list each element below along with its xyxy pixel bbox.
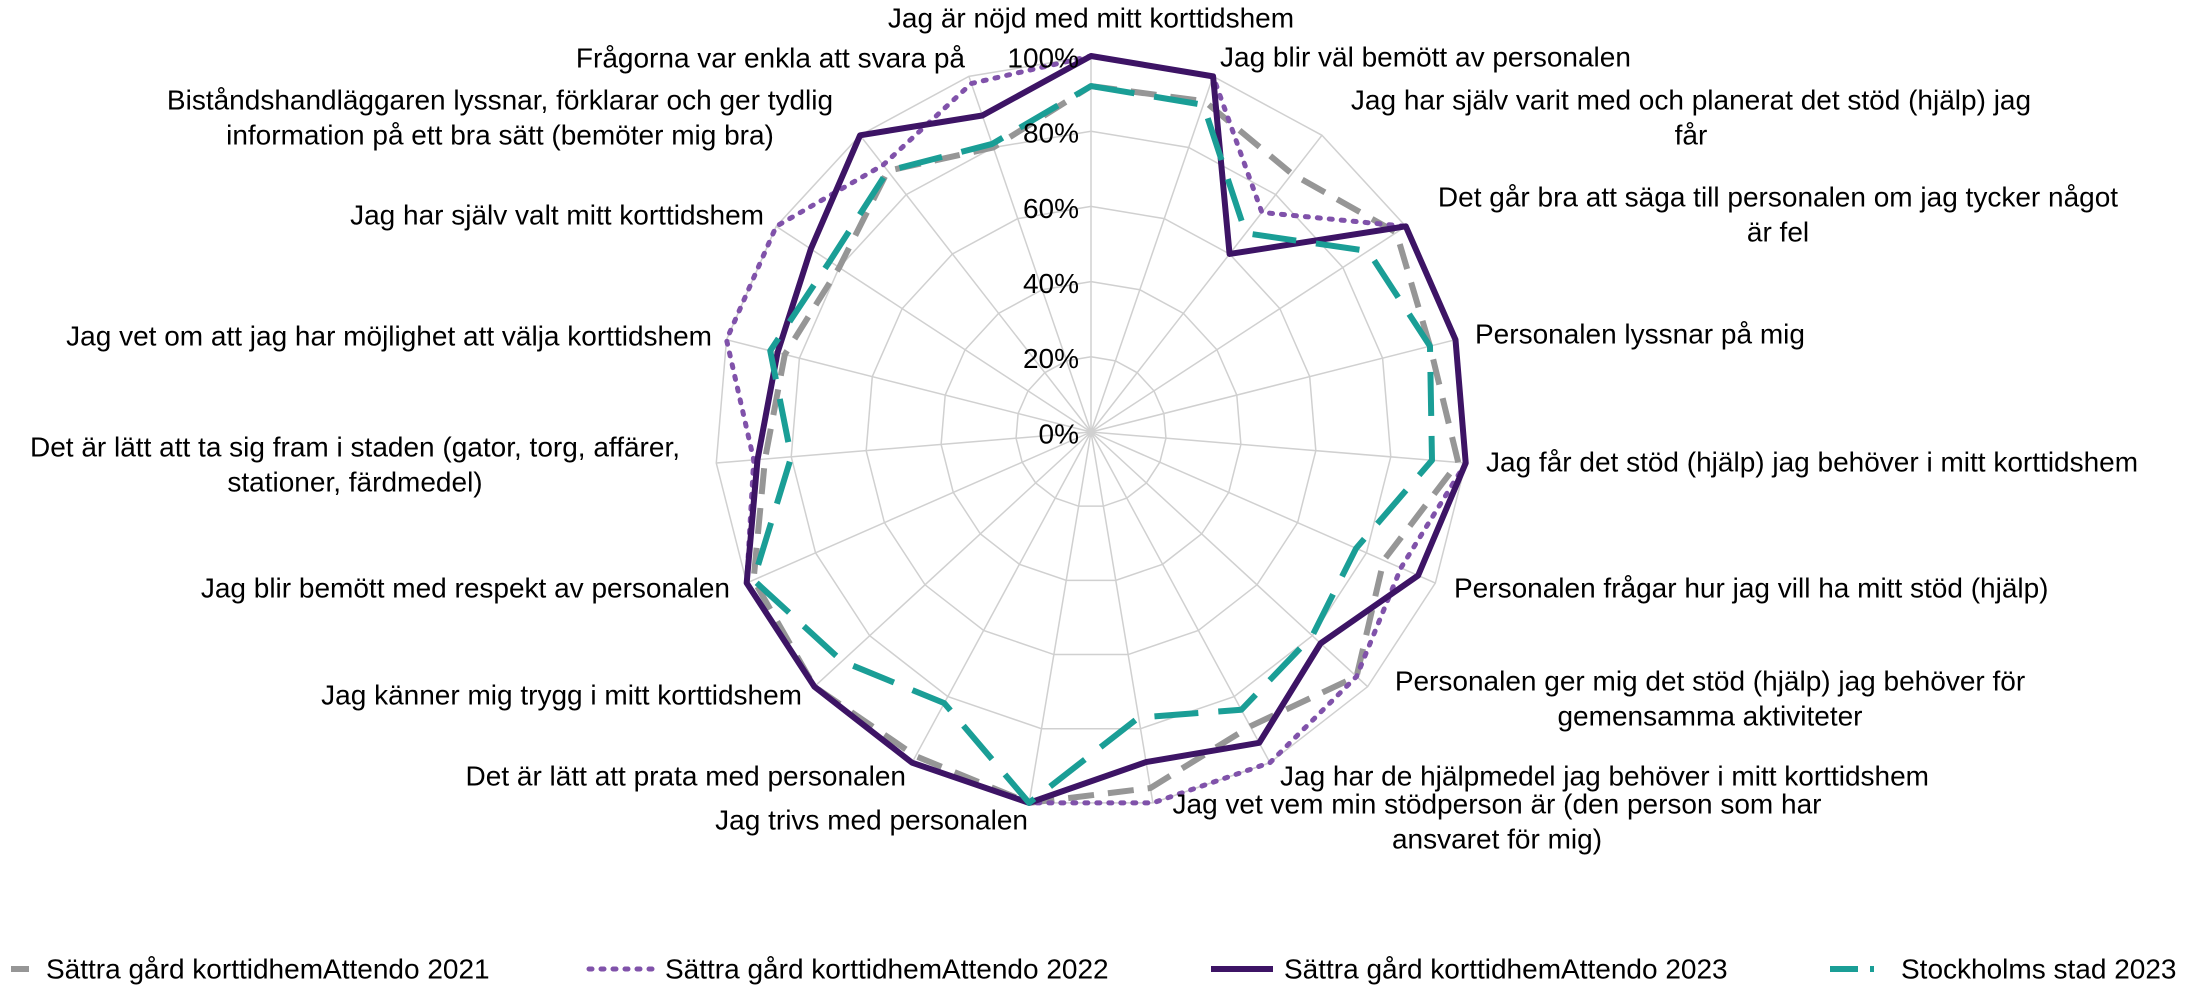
y-tick-label: 0% [1039, 418, 1079, 449]
category-label: Jag har de hjälpmedel jag behöver i mitt… [1280, 760, 1929, 791]
spoke [1090, 431, 1369, 688]
legend-label: Sättra gård korttidhemAttendo 2021 [46, 953, 490, 984]
y-tick-label: 80% [1023, 118, 1079, 149]
category-label: Jag blir väl bemött av personalen [1220, 41, 1631, 72]
spoke [716, 431, 1092, 464]
category-label: Jag känner mig trygg i mitt korttidshem [321, 679, 802, 710]
category-label: Det är lätt att ta sig fram i staden (ga… [30, 431, 680, 462]
category-label: Jag får det stöd (hjälp) jag behöver i m… [1486, 446, 2138, 477]
category-label: Personalen lyssnar på mig [1475, 318, 1805, 349]
spoke [1090, 431, 1436, 584]
category-label: Det går bra att säga till personalen om … [1438, 181, 2118, 212]
category-label: Jag är nöjd med mitt korttidshem [888, 2, 1294, 33]
grid-ring [1015, 356, 1167, 507]
category-label: ansvaret för mig) [1392, 823, 1602, 854]
spoke [746, 431, 1092, 584]
category-label: får [1675, 119, 1708, 150]
category-label: Jag trivs med personalen [715, 804, 1028, 835]
y-tick-label: 40% [1023, 268, 1079, 299]
category-label: Jag vet vem min stödperson är (den perso… [1173, 788, 1822, 819]
y-tick-label: 20% [1023, 343, 1079, 374]
category-label: Jag har själv varit med och planerat det… [1351, 84, 2031, 115]
spoke [1090, 338, 1456, 433]
category-label: Biståndshandläggaren lyssnar, förklarar … [167, 84, 833, 115]
spoke [1090, 76, 1214, 433]
spoke [911, 431, 1092, 764]
series-line [743, 53, 1469, 806]
category-label: Personalen ger mig det stöd (hjälp) jag … [1395, 665, 2025, 696]
legend-label: Sättra gård korttidhemAttendo 2022 [665, 953, 1109, 984]
series-line [750, 83, 1435, 806]
category-label: Frågorna var enkla att svara på [576, 42, 966, 73]
category-label: Personalen frågar hur jag vill ha mitt s… [1454, 572, 2049, 603]
category-label: Jag har själv valt mitt korttidshem [350, 199, 764, 230]
grid-ring [940, 280, 1242, 582]
category-label: Jag vet om att jag har möjlighet att väl… [66, 320, 712, 351]
legend-label: Stockholms stad 2023 [1901, 953, 2177, 984]
spoke [813, 431, 1092, 688]
category-label: stationer, färdmedel) [227, 466, 482, 497]
spoke [775, 225, 1092, 433]
spoke [1028, 431, 1092, 803]
category-label: gemensamma aktiviteter [1557, 700, 1862, 731]
spoke [1090, 134, 1323, 433]
y-tick-label: 60% [1023, 193, 1079, 224]
legend-label: Sättra gård korttidhemAttendo 2023 [1284, 953, 1728, 984]
category-label: information på ett bra sätt (bemöter mig… [226, 119, 774, 150]
grid-ring [790, 130, 1392, 730]
spoke [968, 76, 1092, 433]
y-tick-label: 100% [1007, 42, 1079, 73]
category-label: Det är lätt att prata med personalen [466, 760, 906, 791]
spoke [859, 134, 1092, 433]
category-label: Jag blir bemött med respekt av personale… [201, 572, 730, 603]
category-label: är fel [1747, 216, 1809, 247]
grid-ring [865, 205, 1317, 656]
spoke [1090, 225, 1407, 433]
spoke [1090, 431, 1154, 803]
spoke [1090, 431, 1466, 464]
series-line [750, 83, 1462, 806]
